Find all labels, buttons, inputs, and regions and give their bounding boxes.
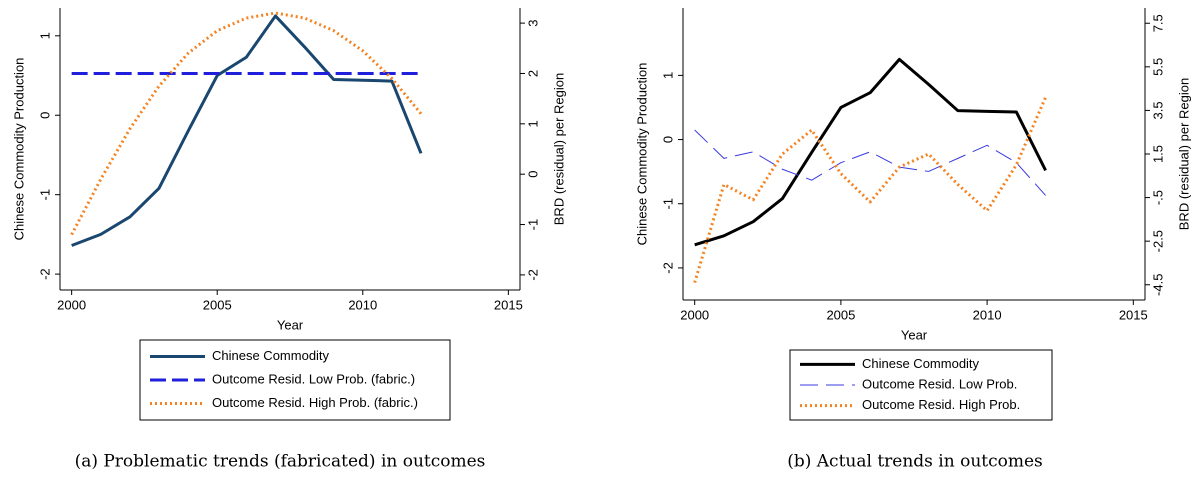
series-line <box>693 96 1047 283</box>
legend-label: Outcome Resid. Low Prob. (fabric.) <box>212 371 415 386</box>
y2-tick-label: -2.5 <box>1150 230 1165 252</box>
x-axis-label: Year <box>901 327 928 342</box>
y2-tick-label: 1 <box>525 120 540 127</box>
y-axis-label: Chinese Commodity Production <box>11 58 26 241</box>
x-tick-label: 2015 <box>1119 307 1148 322</box>
y-tick-label: 0 <box>660 136 675 143</box>
y-tick-label: -2 <box>660 262 675 274</box>
y-tick-label: 1 <box>660 72 675 79</box>
legend-label: Outcome Resid. High Prob. (fabric.) <box>212 395 418 410</box>
series-line <box>694 129 1046 196</box>
caption: (a) Problematic trends (fabricated) in o… <box>75 452 486 472</box>
x-tick-label: 2010 <box>348 297 377 312</box>
y2-tick-label: 5.5 <box>1150 58 1165 76</box>
x-tick-label: 2000 <box>57 297 86 312</box>
y-tick-label: -1 <box>37 189 52 201</box>
y-tick-label: 0 <box>37 112 52 119</box>
y2-tick-label: 0 <box>525 171 540 178</box>
x-tick-label: 2010 <box>973 307 1002 322</box>
legend-box <box>139 339 451 421</box>
legend-label: Outcome Resid. Low Prob. <box>862 376 1017 391</box>
series-line <box>71 14 423 247</box>
y-tick-label: -1 <box>660 198 675 210</box>
x-tick-label: 2005 <box>826 307 855 322</box>
y-tick-label: -2 <box>37 268 52 280</box>
y2-tick-label: -2 <box>525 269 540 281</box>
x-tick-label: 2015 <box>494 297 523 312</box>
legend-label: Chinese Commodity <box>212 348 330 363</box>
y2-tick-label: 2 <box>525 70 540 77</box>
x-tick-label: 2005 <box>203 297 232 312</box>
y2-tick-label: 1.5 <box>1150 145 1165 163</box>
y2-tick-label: -.5 <box>1150 190 1165 205</box>
caption: (b) Actual trends in outcomes <box>787 452 1043 472</box>
y2-axis-label: BRD (residual) per Region <box>551 73 566 225</box>
series-line <box>694 57 1047 247</box>
legend-label: Outcome Resid. High Prob. <box>862 397 1020 412</box>
y2-tick-label: -4.5 <box>1150 274 1165 296</box>
series-line <box>70 11 423 236</box>
y-tick-label: 1 <box>37 32 52 39</box>
y2-tick-label: -1 <box>525 219 540 231</box>
x-axis-label: Year <box>277 317 304 332</box>
y2-tick-label: 7.5 <box>1150 14 1165 32</box>
legend-label: Chinese Commodity <box>862 356 980 371</box>
y2-axis-label: BRD (residual) per Region <box>1176 78 1191 230</box>
y2-tick-label: 3 <box>525 19 540 26</box>
y-axis-label: Chinese Commodity Production <box>634 63 649 246</box>
y2-tick-label: 3.5 <box>1150 101 1165 119</box>
x-tick-label: 2000 <box>680 307 709 322</box>
